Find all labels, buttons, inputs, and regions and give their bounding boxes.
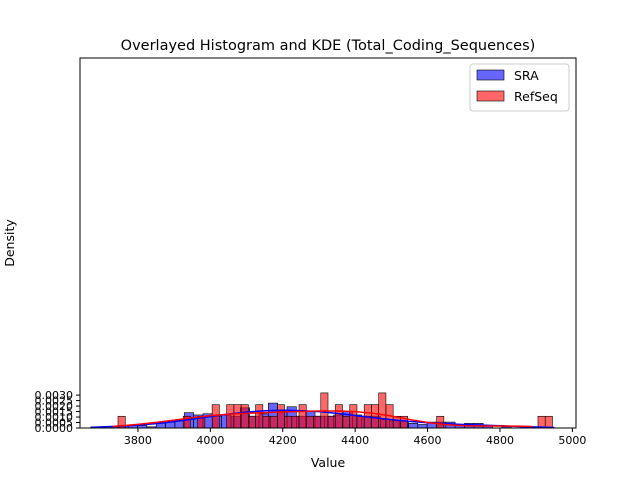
y-tick-label: 0.0030 [35, 389, 74, 402]
y-tick-label: 0.0015 [35, 406, 74, 419]
sra-bar [417, 424, 428, 429]
refseq-bar [233, 404, 242, 429]
y-axis-ticks: 0.00000.00050.00100.00150.00200.00250.00… [35, 389, 80, 435]
y-tick-label: 0.0025 [35, 395, 74, 408]
legend-swatch-sra [476, 69, 505, 81]
refseq-bar [537, 415, 546, 429]
refseq-bar [269, 415, 278, 429]
chart-title: Overlayed Histogram and KDE (Total_Codin… [121, 38, 536, 54]
x-tick-label: 4200 [269, 434, 297, 447]
refseq-bar [240, 404, 249, 429]
refseq-bar [277, 404, 285, 429]
refseq-bar [255, 404, 264, 429]
x-axis-ticks: 3800 4000 4200 4400 4600 4800 5000 [124, 428, 586, 447]
refseq-bar [226, 404, 235, 429]
refseq-bar [262, 415, 271, 429]
refseq-bar [298, 404, 307, 429]
legend: SRA RefSeq [469, 63, 570, 112]
legend-label-refseq: RefSeq [514, 89, 558, 104]
refseq-bar [378, 392, 387, 429]
y-tick-label: 0.0020 [35, 400, 74, 413]
refseq-bar [305, 415, 314, 429]
refseq-bar [342, 415, 351, 429]
x-axis-label: Value [311, 455, 346, 470]
x-tick-label: 4400 [341, 434, 369, 447]
refseq-bar [436, 415, 445, 429]
refseq-bar [544, 415, 553, 429]
y-tick-label: 0.0005 [35, 417, 74, 430]
sra-bar [408, 422, 419, 429]
plot-frame [79, 57, 577, 429]
legend-swatch-refseq [476, 90, 505, 102]
refseq-kde-line [112, 410, 533, 428]
legend-label-sra: SRA [514, 68, 539, 83]
refseq-bar [327, 415, 336, 429]
refseq-bar [284, 415, 293, 429]
refseq-bar [371, 404, 379, 429]
refseq-bar [248, 415, 256, 429]
x-tick-label: 4000 [196, 434, 224, 447]
x-tick-label: 4600 [414, 434, 442, 447]
y-tick-label: 0.0010 [35, 411, 74, 424]
x-tick-label: 5000 [558, 434, 586, 447]
y-tick-label: 0.0000 [35, 422, 74, 435]
refseq-bar [291, 415, 300, 429]
x-tick-label: 4800 [486, 434, 514, 447]
refseq-bar [334, 404, 343, 429]
refseq-bar [356, 415, 365, 429]
x-tick-label: 3800 [124, 434, 152, 447]
refseq-bar [313, 415, 322, 429]
y-axis-label: Density [2, 219, 17, 267]
